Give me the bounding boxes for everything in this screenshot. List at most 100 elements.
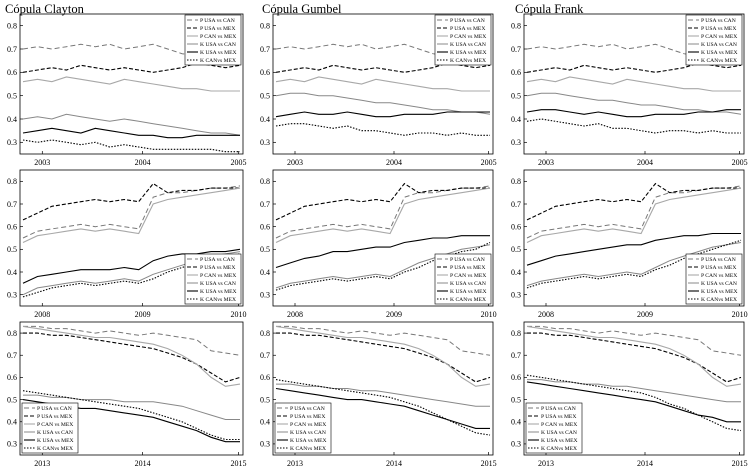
y-tick-label: 0.8 xyxy=(260,21,270,30)
legend-entry: K USA vs CAN xyxy=(37,430,73,436)
chart-frank-2002-2004: 0.3 0.4 0.5 0.6 0.7 0.8 2003 2004 2005 P USA vs C… xyxy=(511,13,748,167)
x-tick-label: 2004 xyxy=(386,158,402,167)
series-line-3 xyxy=(275,244,491,289)
series-line-1 xyxy=(527,332,742,383)
chart-panels: 0.3 0.4 0.5 0.6 0.7 0.8 2003 2004 2005 P USA vs C… xyxy=(7,13,748,468)
legend-box xyxy=(434,14,492,66)
series-line-3 xyxy=(22,113,241,136)
y-tick-label: 0.7 xyxy=(7,200,17,209)
y-tick-label: 0.8 xyxy=(260,329,270,338)
legend-entry: P CAN vs MEX xyxy=(701,34,737,40)
y-tick-label: 0.3 xyxy=(7,138,17,147)
x-tick-label: 2008 xyxy=(538,310,554,319)
x-tick-label: 2014 xyxy=(386,459,402,468)
x-tick-label: 2005 xyxy=(481,158,497,167)
legend-entry: P CAN vs MEX xyxy=(701,273,737,279)
plot-frame xyxy=(19,169,244,307)
y-tick-label: 0.5 xyxy=(7,91,17,100)
series-line-4 xyxy=(526,381,741,423)
y-tick-label: 0.7 xyxy=(7,45,17,54)
legend-entry: P USA vs CAN xyxy=(450,257,485,263)
legend-entry: K USA vs CAN xyxy=(701,42,737,48)
series-line-4 xyxy=(22,248,241,284)
series-line-1 xyxy=(276,332,491,383)
y-tick-label: 0.5 xyxy=(7,245,17,254)
x-tick-label: 2004 xyxy=(637,158,653,167)
legend-entry: K USA vs CAN xyxy=(290,430,326,436)
series-line-2 xyxy=(526,325,742,387)
legend-entry: P USA vs CAN xyxy=(701,18,736,24)
plot-frame xyxy=(19,321,244,456)
legend-entry: P USA vs CAN xyxy=(200,257,235,263)
legend-entry: P USA vs MEX xyxy=(701,265,736,271)
x-tick-label: 2003 xyxy=(34,158,50,167)
legend-entry: P CAN vs MEX xyxy=(290,422,326,428)
y-tick-label: 0.6 xyxy=(7,68,17,77)
series-line-1 xyxy=(22,62,241,73)
x-tick-label: 2014 xyxy=(135,459,151,468)
y-tick-label: 0.3 xyxy=(511,138,521,147)
y-tick-label: 0.6 xyxy=(7,373,17,382)
legend-entry: P CAN vs MEX xyxy=(541,422,577,428)
y-tick-label: 0.5 xyxy=(511,91,521,100)
x-tick-label: 2013 xyxy=(34,459,50,468)
y-tick-label: 0.5 xyxy=(260,91,270,100)
y-tick-label: 0.8 xyxy=(7,329,17,338)
series-line-4 xyxy=(526,232,741,266)
series-line-5 xyxy=(526,374,742,432)
legend-entry: P USA vs MEX xyxy=(37,414,72,420)
legend-entry: P USA vs CAN xyxy=(701,257,736,263)
legend: P USA vs CAN P USA vs MEX P CAN vs MEX K US… xyxy=(525,402,583,454)
series-line-4 xyxy=(275,235,490,269)
series-line-4 xyxy=(22,127,240,139)
legend-entry: K USA vs MEX xyxy=(701,50,738,56)
legend-box xyxy=(274,402,332,454)
series-line-1 xyxy=(23,332,241,383)
legend-entry: K USA vs CAN xyxy=(541,430,577,436)
x-tick-label: 2008 xyxy=(34,310,50,319)
y-tick-label: 0.6 xyxy=(511,68,521,77)
legend: P USA vs CAN P USA vs MEX P CAN vs MEX K US… xyxy=(434,14,492,66)
series-line-2 xyxy=(22,76,240,92)
legend-entry: K USA vs CAN xyxy=(450,42,486,48)
y-tick-label: 0.4 xyxy=(260,115,270,124)
x-tick-label: 2010 xyxy=(231,310,247,319)
y-tick-label: 0.3 xyxy=(260,440,270,449)
legend-box xyxy=(685,253,743,305)
legend-entry: K CANvs MEX xyxy=(290,446,326,452)
plot-frame xyxy=(272,321,494,456)
x-tick-label: 2014 xyxy=(637,459,653,468)
legend-entry: K USA vs CAN xyxy=(701,281,737,287)
y-tick-label: 0.8 xyxy=(7,21,17,30)
series-line-5 xyxy=(526,239,742,289)
y-tick-label: 0.7 xyxy=(511,200,521,209)
chart-frank-2007-2009: 0.3 0.4 0.5 0.6 0.7 0.8 2008 2009 2010 P USA vs C… xyxy=(511,169,748,319)
legend-entry: P USA vs MEX xyxy=(701,26,736,32)
x-tick-label: 2003 xyxy=(538,158,554,167)
legend-entry: P CAN vs MEX xyxy=(450,34,486,40)
y-tick-label: 0.5 xyxy=(260,395,270,404)
legend-entry: P CAN vs MEX xyxy=(37,422,73,428)
series-line-3 xyxy=(527,379,741,403)
legend-box xyxy=(685,14,743,66)
series-line-0 xyxy=(23,325,241,356)
chart-clayton-2002-2004: 0.3 0.4 0.5 0.6 0.7 0.8 2003 2004 2005 P USA vs C… xyxy=(7,13,247,167)
series-line-0 xyxy=(275,43,491,66)
title-gumbel: Cópula Gumbel xyxy=(262,2,342,16)
plot-frame xyxy=(19,13,244,155)
legend-entry: P USA vs CAN xyxy=(37,406,72,412)
series-line-0 xyxy=(526,43,742,66)
legend-entry: K USA vs CAN xyxy=(450,281,486,287)
y-tick-label: 0.7 xyxy=(260,45,270,54)
x-tick-label: 2009 xyxy=(135,310,151,319)
legend-entry: K CANvs MEX xyxy=(701,58,737,64)
x-tick-label: 2005 xyxy=(231,158,247,167)
series-line-3 xyxy=(526,242,742,287)
legend-entry: K CANvs MEX xyxy=(701,297,737,303)
series-line-4 xyxy=(275,387,490,429)
y-tick-label: 0.6 xyxy=(260,68,270,77)
legend-box xyxy=(184,253,242,305)
y-tick-label: 0.5 xyxy=(260,245,270,254)
series-line-2 xyxy=(22,325,241,387)
series-line-2 xyxy=(526,76,741,92)
